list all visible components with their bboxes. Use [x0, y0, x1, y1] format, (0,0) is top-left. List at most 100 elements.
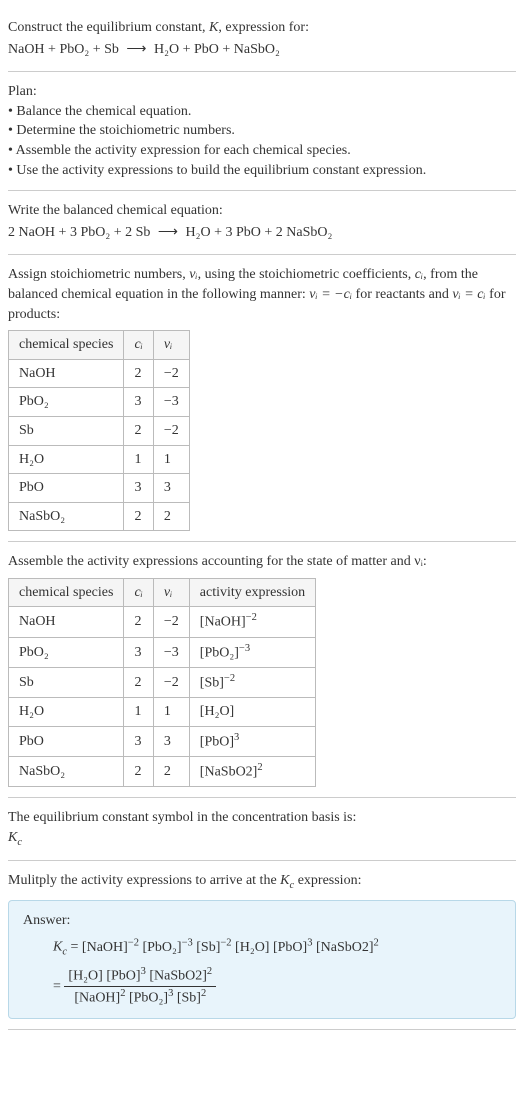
table-cell: NaSbO₂ [9, 502, 124, 531]
table-row: NaOH2−2[NaOH]−2 [9, 607, 316, 637]
plan-section: Plan: • Balance the chemical equation. •… [8, 72, 516, 191]
table-cell: 3 [124, 726, 153, 756]
ans-eq: = [67, 940, 82, 955]
activity-cell: [PbO₂]−3 [189, 637, 315, 667]
plan-item-0: • Balance the chemical equation. [8, 102, 516, 122]
table-cell: 2 [124, 359, 153, 388]
mult-t2: expression: [294, 873, 361, 888]
plan-item-2: • Assemble the activity expression for e… [8, 141, 516, 161]
multiply-section: Mulitply the activity expressions to arr… [8, 861, 516, 1030]
balanced-title: Write the balanced chemical equation: [8, 201, 516, 221]
table-cell: NaOH [9, 359, 124, 388]
symbol-text: The equilibrium constant symbol in the c… [8, 808, 516, 828]
plan-title: Plan: [8, 82, 516, 102]
answer-box: Answer: Kc = [NaOH]−2 [PbO₂]−3 [Sb]−2 [H… [8, 900, 516, 1019]
st-ci: cᵢ [415, 267, 423, 282]
answer-line2: = [H₂O] [PbO]3 [NaSbO2]2 [NaOH]2 [PbO₂]3… [23, 965, 501, 1009]
th-activity: activity expression [189, 578, 315, 607]
stoich-intro: Assign stoichiometric numbers, νᵢ, using… [8, 265, 516, 324]
table-row: PbO33 [9, 474, 190, 503]
eq-lhs: NaOH + PbO₂ + Sb [8, 42, 119, 57]
st-t4: for reactants and [352, 287, 452, 302]
ans-kc-k: K [53, 940, 62, 955]
table-cell: 1 [153, 445, 189, 474]
assemble-text: Assemble the activity expressions accoun… [8, 552, 516, 572]
st-rel2: νᵢ = cᵢ [452, 287, 485, 302]
intro-part1b: , expression for: [218, 20, 309, 35]
table-row: PbO₂3−3[PbO₂]−3 [9, 637, 316, 667]
stoich-section: Assign stoichiometric numbers, νᵢ, using… [8, 255, 516, 542]
st-t2: , using the stoichiometric coefficients, [198, 267, 415, 282]
table-cell: 3 [153, 474, 189, 503]
assemble-section: Assemble the activity expressions accoun… [8, 542, 516, 798]
activity-table: chemical species cᵢ νᵢ activity expressi… [8, 578, 316, 787]
table-cell: 3 [153, 726, 189, 756]
kc-c: c [17, 837, 22, 848]
symbol-section: The equilibrium constant symbol in the c… [8, 798, 516, 861]
th-species: chemical species [9, 578, 124, 607]
table-cell: H₂O [9, 698, 124, 727]
fraction-denominator: [NaOH]2 [PbO₂]3 [Sb]2 [64, 987, 216, 1008]
table-row: H₂O11 [9, 445, 190, 474]
table-cell: PbO₂ [9, 388, 124, 417]
balanced-rhs: H₂O + 3 PbO + 2 NaSbO₂ [185, 225, 332, 240]
answer-fraction: [H₂O] [PbO]3 [NaSbO2]2 [NaOH]2 [PbO₂]3 [… [64, 965, 216, 1009]
balanced-lhs: 2 NaOH + 3 PbO₂ + 2 Sb [8, 225, 150, 240]
table-cell: PbO₂ [9, 637, 124, 667]
balanced-section: Write the balanced chemical equation: 2 … [8, 191, 516, 255]
arrow-icon [154, 225, 182, 240]
table-row: NaOH2−2 [9, 359, 190, 388]
table-cell: −2 [153, 359, 189, 388]
table-cell: 3 [124, 637, 153, 667]
activity-cell: [Sb]−2 [189, 667, 315, 697]
activity-cell: [NaOH]−2 [189, 607, 315, 637]
balanced-equation: 2 NaOH + 3 PbO₂ + 2 Sb H₂O + 3 PbO + 2 N… [8, 223, 516, 243]
table-cell: −3 [153, 388, 189, 417]
eq-rhs: H₂O + PbO + NaSbO₂ [154, 42, 280, 57]
table-row: NaSbO₂22[NaSbO2]2 [9, 757, 316, 787]
table-cell: −2 [153, 416, 189, 445]
th-ci: cᵢ [124, 578, 153, 607]
table-cell: −3 [153, 637, 189, 667]
table-cell: H₂O [9, 445, 124, 474]
table-row: PbO33[PbO]3 [9, 726, 316, 756]
table-cell: 3 [124, 474, 153, 503]
table-cell: Sb [9, 416, 124, 445]
answer-label: Answer: [23, 911, 501, 931]
assemble-label: Assemble the activity expressions accoun… [8, 554, 427, 569]
unbalanced-equation: NaOH + PbO₂ + Sb H₂O + PbO + NaSbO₂ [8, 40, 516, 60]
table-cell: 2 [124, 416, 153, 445]
table-cell: 1 [153, 698, 189, 727]
table-cell: 3 [124, 388, 153, 417]
st-rel1: νᵢ = −cᵢ [309, 287, 352, 302]
th-ci: cᵢ [124, 331, 153, 360]
table-cell: −2 [153, 607, 189, 637]
ans-eq2: = [53, 979, 64, 994]
kc-symbol: Kc [8, 828, 516, 850]
table-row: PbO₂3−3 [9, 388, 190, 417]
intro-part1: Construct the equilibrium constant, [8, 20, 209, 35]
activity-cell: [PbO]3 [189, 726, 315, 756]
plan-item-3: • Use the activity expressions to build … [8, 161, 516, 181]
table-cell: PbO [9, 474, 124, 503]
table-cell: 2 [153, 502, 189, 531]
table-cell: 1 [124, 445, 153, 474]
st-vi: νᵢ [189, 267, 197, 282]
th-vi: νᵢ [153, 331, 189, 360]
table-row: H₂O11[H₂O] [9, 698, 316, 727]
table-cell: Sb [9, 667, 124, 697]
stoich-table: chemical species cᵢ νᵢ NaOH2−2PbO₂3−3Sb2… [8, 330, 190, 531]
table-cell: 1 [124, 698, 153, 727]
multiply-text: Mulitply the activity expressions to arr… [8, 871, 516, 893]
table-header-row: chemical species cᵢ νᵢ [9, 331, 190, 360]
table-cell: 2 [124, 757, 153, 787]
intro-text: Construct the equilibrium constant, K, e… [8, 18, 516, 38]
activity-cell: [H₂O] [189, 698, 315, 727]
table-cell: −2 [153, 667, 189, 697]
table-row: Sb2−2[Sb]−2 [9, 667, 316, 697]
table-header-row: chemical species cᵢ νᵢ activity expressi… [9, 578, 316, 607]
th-species: chemical species [9, 331, 124, 360]
table-cell: 2 [124, 607, 153, 637]
fraction-numerator: [H₂O] [PbO]3 [NaSbO2]2 [64, 965, 216, 987]
table-cell: NaOH [9, 607, 124, 637]
